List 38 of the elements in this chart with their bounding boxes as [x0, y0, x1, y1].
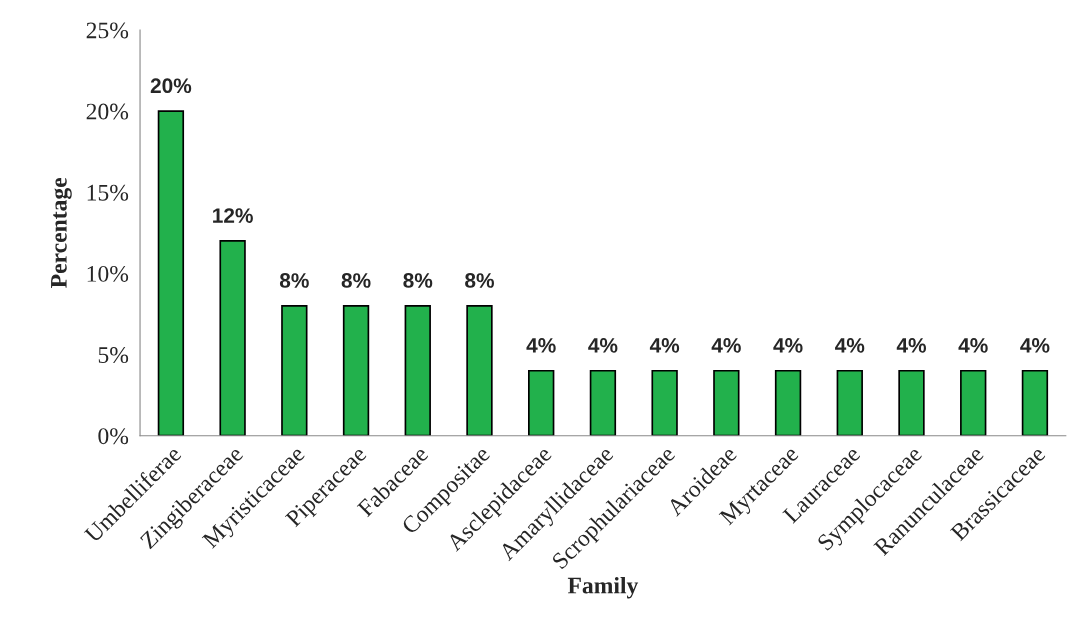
y-tick-label: 25%: [86, 22, 129, 39]
y-tick-label: 0%: [98, 428, 129, 445]
y-tick-label: 15%: [87, 184, 129, 201]
bar: [836, 369, 863, 436]
data-label: 8%: [341, 273, 371, 288]
x-axis-title: Family: [567, 576, 639, 599]
y-tick-label: 10%: [87, 265, 129, 282]
bar: [713, 369, 740, 436]
bar: [774, 369, 802, 436]
bar: [404, 305, 431, 436]
data-label: 4%: [526, 338, 556, 353]
bar: [651, 369, 678, 436]
y-tick-label: 5%: [98, 347, 129, 364]
y-tick-label: 20%: [86, 103, 129, 120]
bar: [898, 369, 925, 436]
data-label: 4%: [649, 338, 680, 353]
data-label: 4%: [896, 338, 927, 353]
data-label: 4%: [1020, 338, 1050, 353]
bar: [219, 240, 246, 436]
bar: [960, 369, 987, 436]
data-label: 4%: [958, 338, 988, 353]
data-label: 4%: [773, 338, 803, 353]
bar: [281, 305, 308, 436]
data-label: 12%: [213, 208, 253, 223]
bar: [342, 305, 370, 436]
data-label: 8%: [465, 273, 494, 288]
data-label: 4%: [711, 338, 741, 353]
bar: [157, 110, 185, 436]
bar: [1021, 369, 1049, 436]
data-label: 8%: [403, 273, 433, 288]
data-label: 4%: [835, 338, 865, 353]
data-label: 20%: [150, 78, 192, 94]
bar: [528, 369, 555, 436]
data-label: 8%: [279, 273, 309, 288]
bar: [589, 369, 617, 436]
data-label: 4%: [588, 338, 618, 353]
bar: [466, 305, 493, 436]
y-axis-title: Percentage: [51, 177, 72, 288]
